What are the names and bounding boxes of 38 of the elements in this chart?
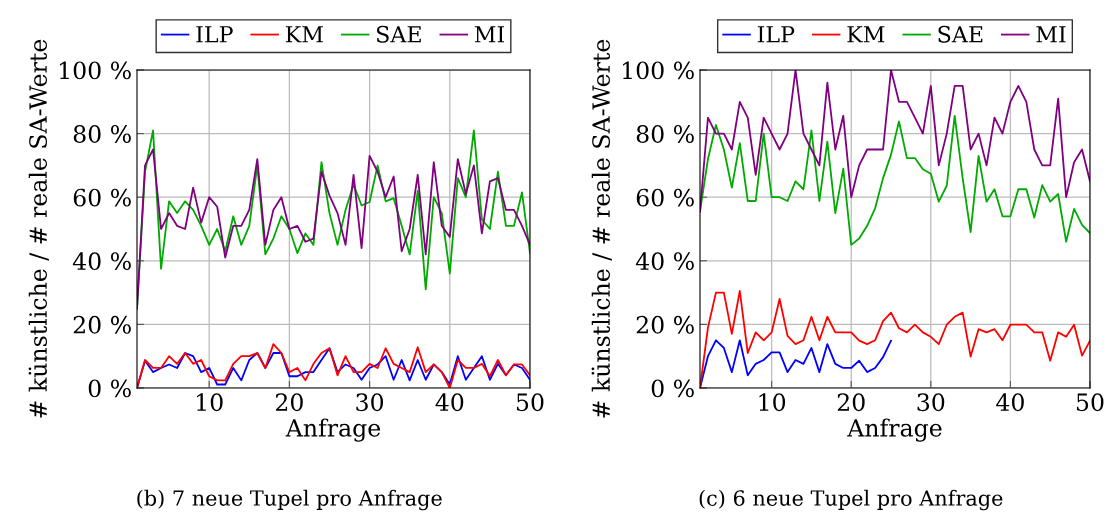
y-tick-label: 80 %: [636, 125, 694, 143]
y-tick-label: 0 %: [651, 379, 694, 398]
line-series: [700, 339, 892, 388]
x-tick-label: 30: [917, 393, 945, 412]
text: (b) 7 neue Tupel pro Anfrage: [137, 489, 442, 511]
line-series: [700, 114, 1090, 246]
legend-label: ILP: [757, 26, 795, 43]
x-tick-label: 40: [996, 393, 1024, 412]
x-tick-label: 10: [197, 393, 223, 412]
y-tick-label: 100 %: [623, 61, 694, 80]
y-tick-label: 100 %: [60, 61, 131, 80]
legend-label: MI: [1036, 26, 1066, 43]
legend-label: MI: [474, 26, 505, 43]
y-tick-label: 20 %: [636, 315, 694, 334]
x-tick-label: 20: [837, 393, 865, 412]
x-tick-label: 20: [275, 393, 303, 412]
y-tick-label: 0 %: [88, 379, 131, 398]
legend-label: KM: [847, 26, 885, 43]
x-axis-title: Anfrage: [285, 418, 381, 442]
y-tick-label: 80 %: [73, 125, 131, 143]
text: (c) 6 neue Tupel pro Anfrage: [699, 489, 1003, 511]
legend-label: SAE: [377, 25, 421, 43]
x-axis-title: Anfrage: [847, 418, 942, 442]
legend-label: KM: [285, 26, 323, 43]
y-tick-label: 60 %: [73, 188, 131, 207]
y-axis-title: # künstliche / # reale SA-Werte: [28, 39, 49, 418]
x-tick-label: 40: [435, 393, 464, 412]
x-tick-label: 50: [516, 393, 544, 412]
legend-label: SAE: [938, 25, 983, 43]
y-tick-label: 60 %: [636, 188, 694, 207]
y-axis-title: # künstliche / # reale SA-Werte: [591, 39, 612, 418]
y-tick-label: 20 %: [73, 315, 131, 334]
x-tick-label: 10: [759, 393, 786, 412]
x-tick-label: 50: [1076, 393, 1104, 412]
y-tick-label: 40 %: [635, 252, 694, 271]
x-tick-label: 30: [356, 393, 384, 412]
legend-label: ILP: [196, 26, 233, 43]
y-tick-label: 40 %: [72, 252, 131, 271]
